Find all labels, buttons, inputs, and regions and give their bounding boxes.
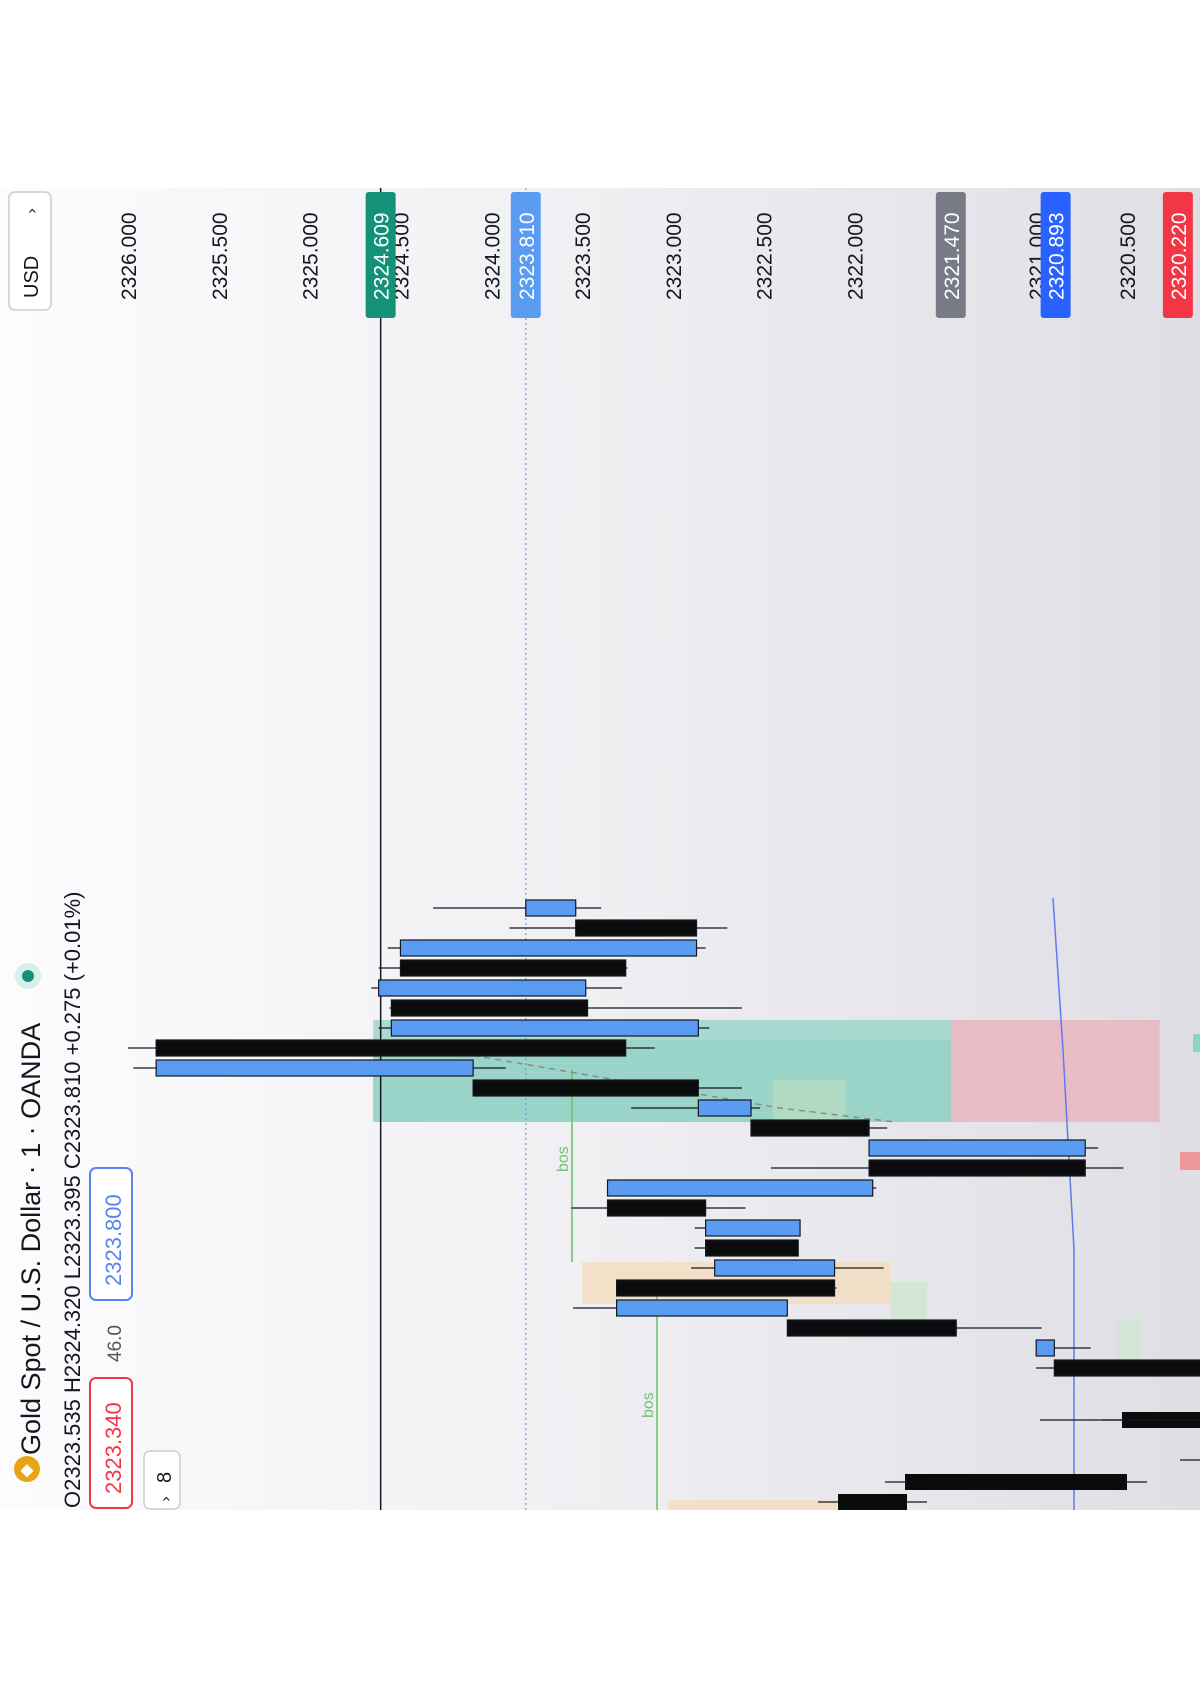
bos-label: bos [555,1146,572,1172]
last-price-label: 2323.810 [516,212,539,300]
gray-price-label: 2321.470 [941,212,964,300]
order-block-zone [667,1500,837,1510]
chart-frame[interactable]: bos bos 2326.000 2325.500 2325.000 2324.500 2… [0,188,1200,1510]
price-tick-label: 2323.500 [572,212,595,300]
moving-average-line [1052,897,1075,1510]
last-price-label-bg [510,192,541,318]
indicator-price-label: 2320.893 [1046,212,1069,300]
price-tick-label: 2322.000 [845,212,868,300]
fvg-zone [772,1080,846,1120]
fvg-zone [1117,1320,1142,1362]
price-tick-label: 2324.500 [390,212,413,300]
gray-price-label-bg [935,192,966,318]
candle-body[interactable] [786,1319,957,1337]
bos-label: bos [640,1392,657,1418]
price-tick-label: 2326.000 [118,212,141,300]
price-tick-label: 2324.000 [481,212,504,300]
supply-zone [950,1020,1160,1122]
fvg-zone [890,1282,928,1322]
candle-body[interactable] [472,1079,699,1097]
candle-body[interactable] [868,1139,1086,1157]
candle-body[interactable] [616,1279,836,1297]
candle-body[interactable] [905,1474,1127,1490]
price-tick-label: 2322.500 [754,212,777,300]
candle-body[interactable] [390,999,589,1017]
candle-body[interactable] [838,1494,907,1510]
candle-body[interactable] [399,959,627,977]
candle-body[interactable] [399,939,698,957]
candle-body[interactable] [616,1299,788,1317]
candle-body[interactable] [606,1179,874,1197]
indicator-price-label-bg [1040,192,1071,318]
red-price-label-bg [1162,192,1193,318]
candle-body[interactable] [868,1159,1086,1177]
price-tick-label: 2325.000 [300,212,323,300]
candle-body[interactable] [390,1019,699,1037]
zone-marker [1193,1034,1200,1052]
zone-marker [1180,1152,1200,1170]
candle-body[interactable] [378,979,587,997]
candle-body[interactable] [606,1199,707,1217]
candle-body[interactable] [1053,1359,1200,1377]
candle-body[interactable] [705,1239,799,1257]
crosshair-price-label-bg [365,192,396,318]
candle-body[interactable] [697,1099,752,1117]
candle-body[interactable] [714,1259,836,1277]
candle-body[interactable] [575,919,698,937]
candle-body[interactable] [750,1119,870,1137]
candle-body[interactable] [155,1039,627,1057]
candle-body[interactable] [155,1059,474,1077]
red-price-label: 2320.220 [1168,212,1191,300]
price-tick-label: 2323.000 [663,212,686,300]
candle-body[interactable] [705,1219,801,1237]
price-tick-label: 2325.500 [209,212,232,300]
price-tick-label: 2320.500 [1117,212,1140,300]
swing-dashed-line [429,1047,896,1123]
crosshair-price-label: 2324.609 [371,212,394,300]
candle-body[interactable] [525,899,577,917]
candle-body[interactable] [1035,1339,1055,1357]
